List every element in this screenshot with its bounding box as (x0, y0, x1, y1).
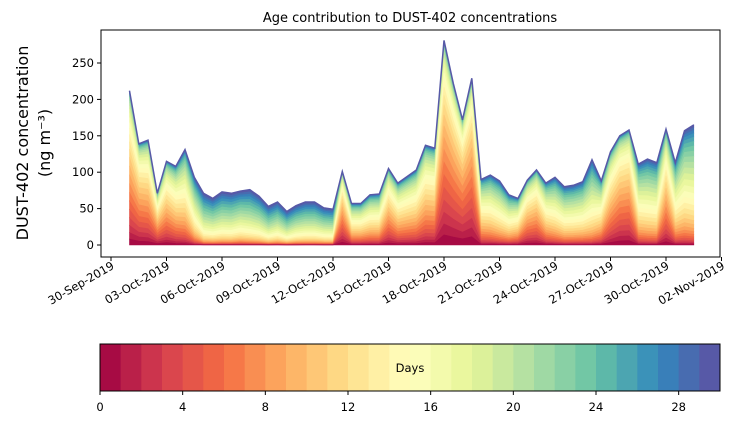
colorbar-bin-5 (203, 344, 225, 391)
colorbar-tick-label: 4 (179, 400, 186, 414)
colorbar-bin-7 (244, 344, 266, 391)
colorbar-bin-0 (100, 344, 122, 391)
colorbar-bin-24 (596, 344, 618, 391)
colorbar-bin-2 (141, 344, 163, 391)
colorbar-frame (99, 343, 721, 392)
colorbar (99, 343, 721, 392)
chart-title: Age contribution to DUST-402 concentrati… (263, 11, 558, 26)
colorbar-bin-15 (410, 344, 432, 391)
colorbar-bin-29 (699, 344, 721, 391)
colorbar-bin-10 (306, 344, 328, 391)
colorbar-bin-1 (120, 344, 142, 391)
colorbar-bin-12 (348, 344, 370, 391)
colorbar-bin-22 (554, 344, 576, 391)
colorbar-bin-28 (678, 344, 700, 391)
y-axis-label-line1: DUST-402 concentration (13, 46, 32, 241)
y-tick-label: 250 (72, 56, 94, 70)
y-tick-label: 50 (79, 202, 94, 216)
colorbar-bin-13 (368, 344, 390, 391)
colorbar-bin-6 (224, 344, 246, 391)
colorbar-bin-4 (182, 344, 204, 391)
colorbar-bin-21 (534, 344, 556, 391)
colorbar-bin-25 (616, 344, 638, 391)
x-axis: 30-Sep-201903-Oct-201906-Oct-201909-Oct-… (46, 257, 727, 308)
stacked-age-bands (128, 40, 695, 246)
colorbar-tick-label: 0 (96, 400, 103, 414)
colorbar-bin-19 (492, 344, 514, 391)
age-band-0 (129, 234, 695, 246)
colorbar-axis: 0 4 8 12 16 20 24 28 (96, 391, 686, 414)
colorbar-tick-label: 16 (423, 400, 438, 414)
colorbar-bin-8 (265, 344, 287, 391)
colorbar-bin-20 (513, 344, 535, 391)
colorbar-bin-18 (472, 344, 494, 391)
colorbar-tick-label: 20 (506, 400, 521, 414)
colorbar-bin-27 (658, 344, 680, 391)
colorbar-bin-3 (162, 344, 184, 391)
colorbar-bin-17 (451, 344, 473, 391)
colorbar-bin-26 (637, 344, 659, 391)
colorbar-bin-16 (430, 344, 452, 391)
y-tick-label: 150 (72, 129, 94, 143)
colorbar-tick-label: 24 (589, 400, 604, 414)
y-axis-label-line2: (ng m⁻³) (35, 109, 54, 177)
colorbar-bin-9 (286, 344, 308, 391)
colorbar-bin-14 (389, 344, 411, 391)
plot-frame (100, 29, 721, 258)
colorbar-tick-label: 28 (671, 400, 686, 414)
colorbar-bin-11 (327, 344, 349, 391)
y-axis: 0 50 100 150 200 250 (72, 56, 101, 252)
y-tick-label: 100 (72, 165, 94, 179)
total-line (128, 40, 695, 213)
colorbar-bin-23 (575, 344, 597, 391)
colorbar-tick-label: 12 (341, 400, 356, 414)
y-tick-label: 200 (72, 92, 94, 106)
colorbar-tick-label: 8 (262, 400, 269, 414)
y-tick-label: 0 (87, 238, 94, 252)
colorbar-label: Days (396, 361, 425, 375)
